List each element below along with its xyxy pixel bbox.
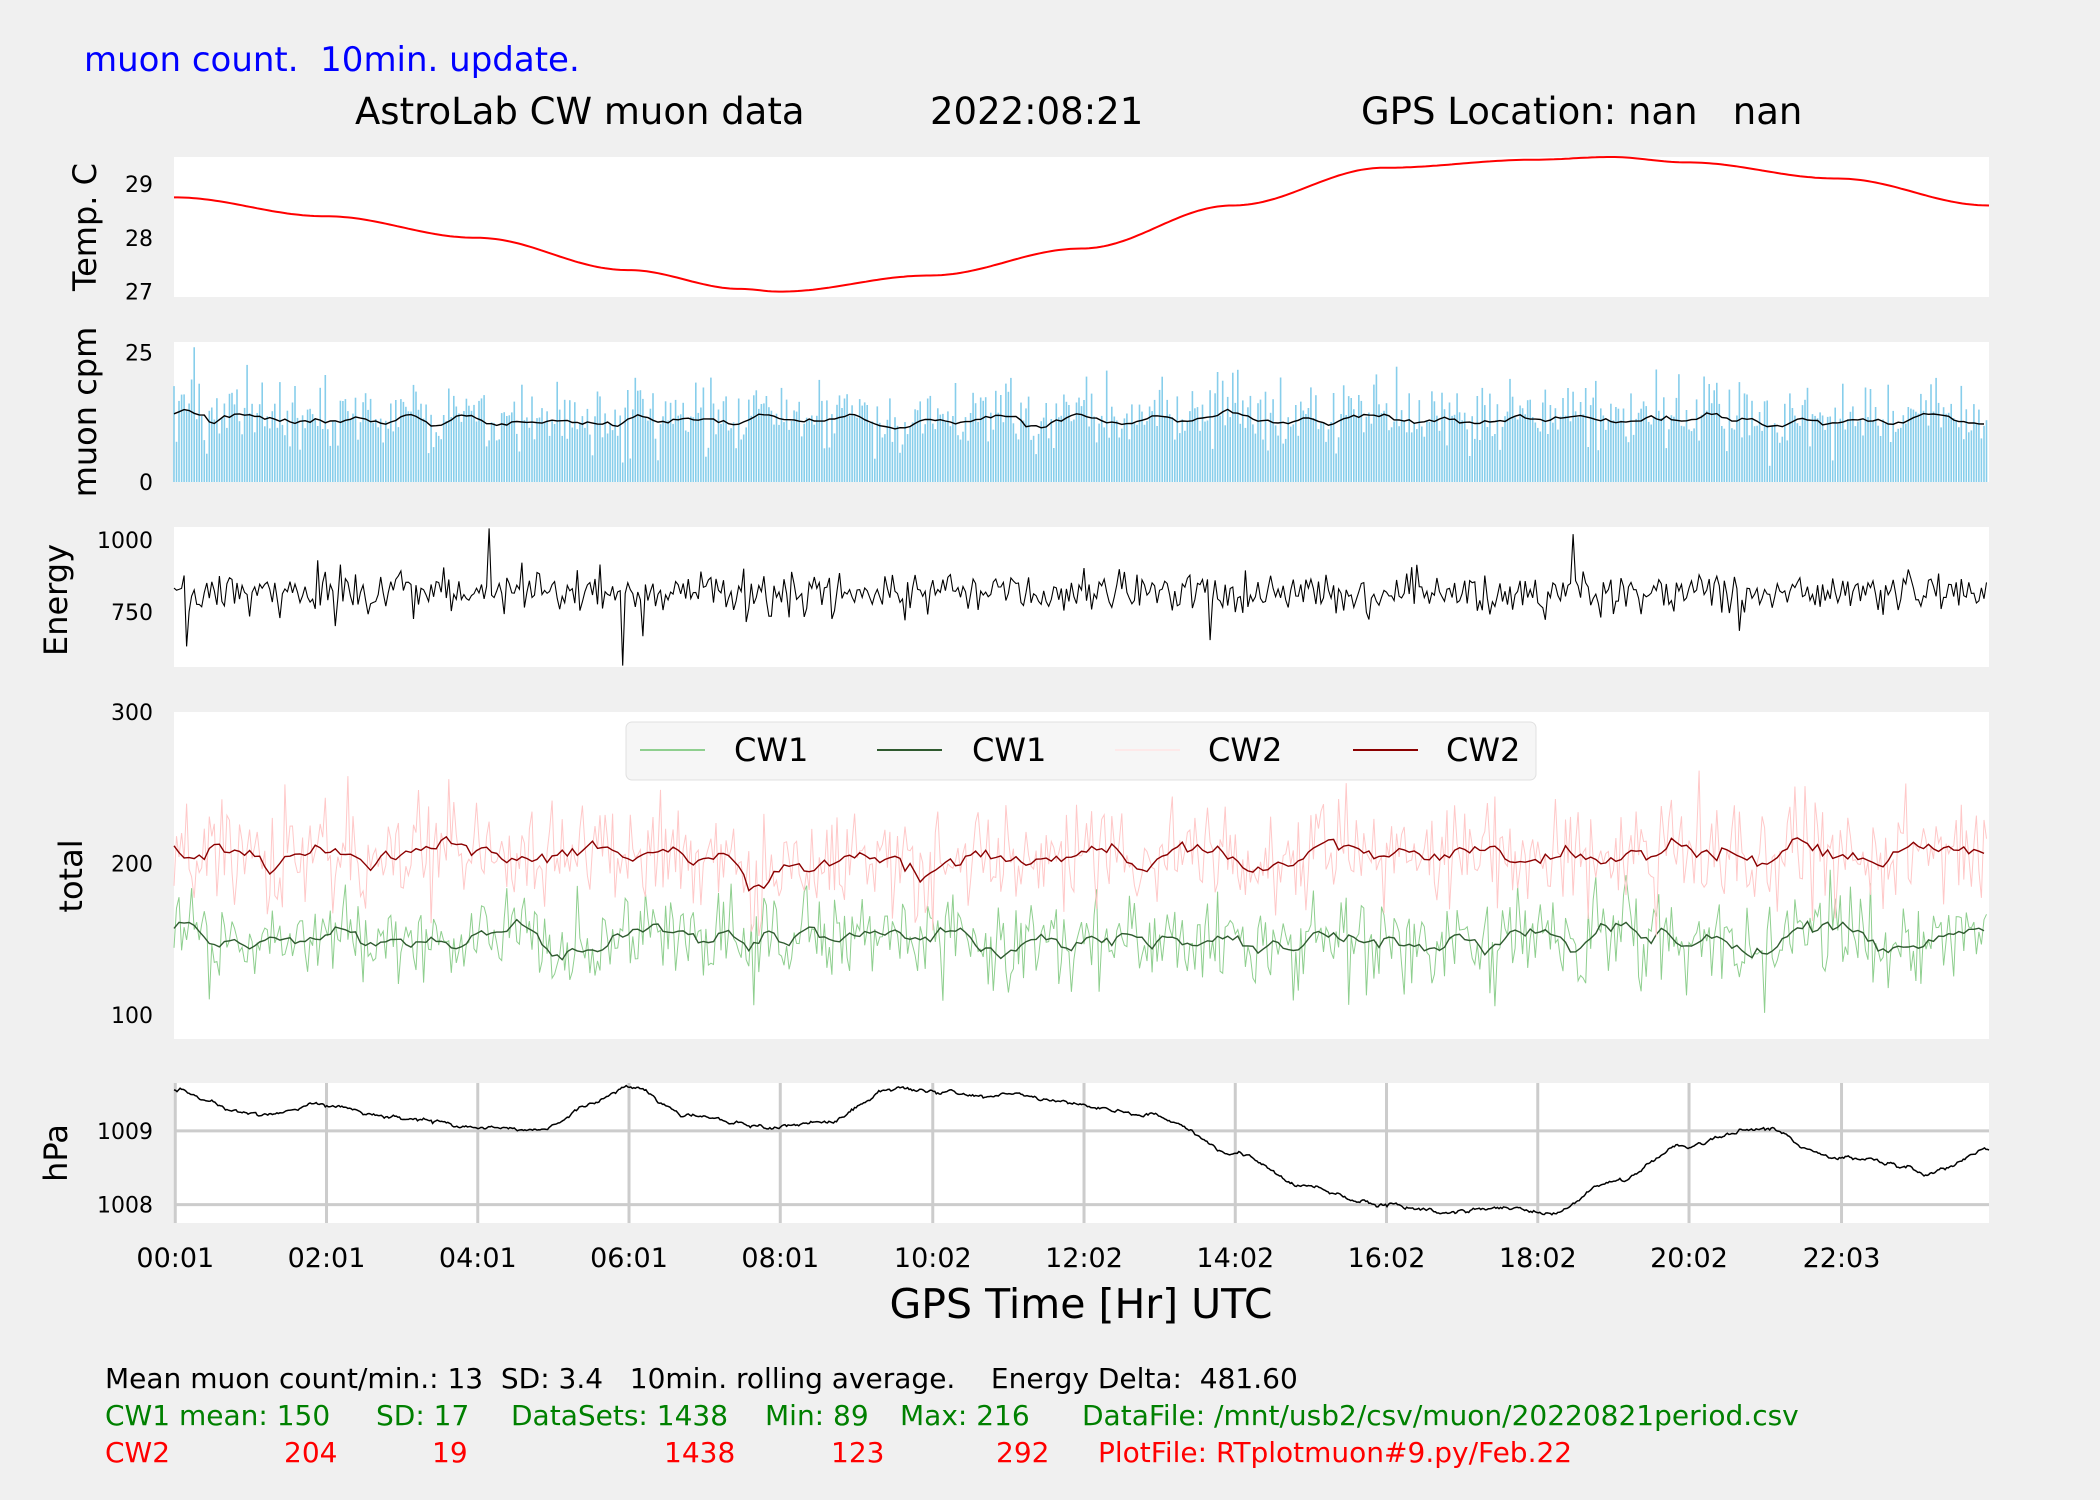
legend: CW1 CW1 CW2 CW2: [625, 721, 1537, 781]
pressure-ylabel: hPa: [37, 1124, 75, 1182]
energy-line: [173, 528, 1988, 666]
legend-label-cw1-raw: CW1: [734, 731, 808, 769]
y-tick-label: 200: [111, 852, 153, 877]
legend-label-cw1-avg: CW1: [972, 731, 1046, 769]
y-tick-label: 1000: [97, 529, 153, 554]
cw2-label: CW2: [105, 1436, 171, 1469]
x-tick-label: 10:02: [894, 1243, 972, 1274]
x-tick-label: 00:01: [136, 1243, 214, 1274]
x-tick-label: 02:01: [288, 1243, 366, 1274]
x-tick-label: 04:01: [439, 1243, 517, 1274]
y-tick-label: 0: [139, 471, 153, 496]
y-tick-label: 1008: [97, 1194, 153, 1219]
cw2-datasets: 1438: [664, 1436, 736, 1469]
x-tick-label: 16:02: [1348, 1243, 1426, 1274]
cw2-sd: 19: [432, 1436, 468, 1469]
muon-ylabel: muon cpm: [66, 327, 104, 498]
x-tick-label: 20:02: [1650, 1243, 1728, 1274]
x-tick-label: 22:03: [1803, 1243, 1881, 1274]
y-tick-label: 300: [111, 701, 153, 726]
energy-ylabel: Energy: [37, 544, 75, 656]
cw1-mean: CW1 mean: 150: [105, 1399, 331, 1432]
cw1-sd: SD: 17: [376, 1399, 470, 1432]
cw2-mean: 204: [284, 1436, 338, 1469]
x-axis-label: GPS Time [Hr] UTC: [890, 1280, 1273, 1328]
y-tick-label: 750: [111, 601, 153, 626]
muon-rolling-average: [173, 408, 1985, 430]
cw2-max: 292: [996, 1436, 1050, 1469]
pressure-line: [173, 1084, 1990, 1216]
x-tick-label: 18:02: [1499, 1243, 1577, 1274]
x-tick-label: 08:01: [741, 1243, 819, 1274]
y-tick-label: 1009: [97, 1120, 153, 1145]
series-cw2-raw: [173, 770, 1987, 937]
series-cw2-average: [173, 835, 1985, 892]
y-tick-label: 29: [125, 173, 153, 198]
cw2-plotfile: PlotFile: RTplotmuon#9.py/Feb.22: [1098, 1436, 1573, 1469]
cw1-max: Max: 216: [900, 1399, 1030, 1432]
y-tick-label: 25: [125, 341, 153, 366]
y-tick-label: 27: [125, 281, 153, 306]
y-tick-label: 28: [125, 227, 153, 252]
temp-line: [174, 156, 1990, 293]
x-tick-label: 06:01: [590, 1243, 668, 1274]
series-cw1-average: [173, 918, 1985, 961]
x-tick-label: 14:02: [1196, 1243, 1274, 1274]
gps-location: GPS Location: nan nan: [1361, 90, 1803, 133]
cw1-datafile: DataFile: /mnt/usb2/csv/muon/20220821per…: [1082, 1399, 1799, 1432]
temp-ylabel: Temp. C: [66, 163, 104, 292]
legend-label-cw2-avg: CW2: [1446, 731, 1520, 769]
temp-panel: [174, 157, 1989, 297]
x-tick-label: 12:02: [1045, 1243, 1123, 1274]
pressure-grid: [173, 1083, 1989, 1223]
cw1-datasets: DataSets: 1438: [511, 1399, 729, 1432]
footer-summary: Mean muon count/min.: 13 SD: 3.4 10min. …: [105, 1362, 1298, 1395]
cw2-min: 123: [831, 1436, 885, 1469]
y-tick-label: 100: [111, 1004, 153, 1029]
chart-title: AstroLab CW muon data: [355, 90, 805, 133]
update-note: muon count. 10min. update.: [84, 40, 580, 80]
cw1-min: Min: 89: [765, 1399, 869, 1432]
total-ylabel: total: [52, 839, 90, 912]
chart-date: 2022:08:21: [930, 90, 1144, 133]
legend-label-cw2-raw: CW2: [1208, 731, 1282, 769]
series-cw1-raw: [173, 869, 1987, 1013]
